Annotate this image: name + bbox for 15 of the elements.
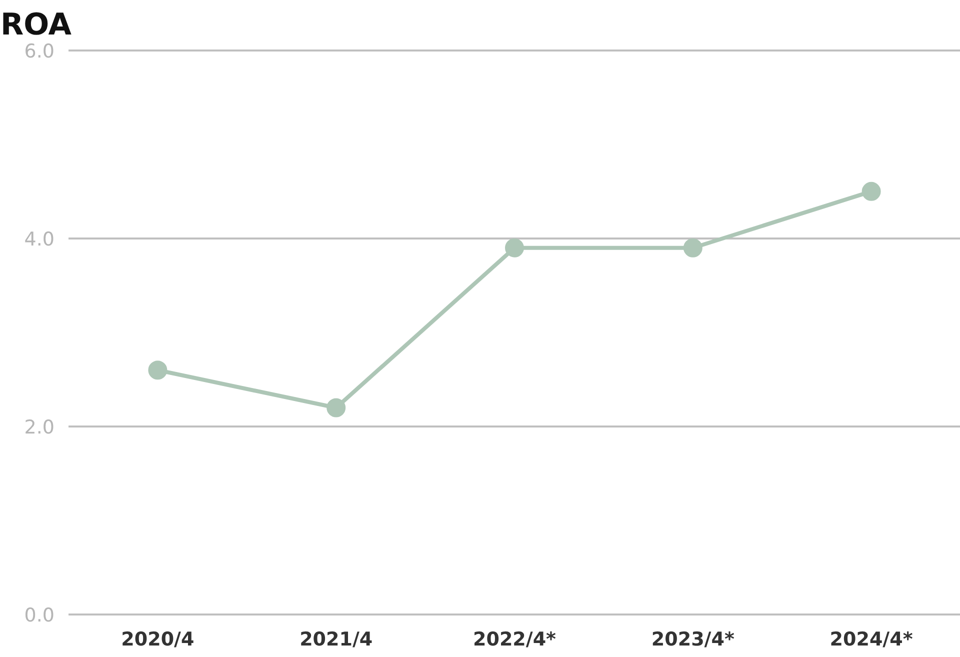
y-tick-label: 4.0 xyxy=(24,228,54,250)
point xyxy=(326,398,346,418)
x-tick-label: 2024/4* xyxy=(830,628,913,650)
point xyxy=(505,238,524,258)
point xyxy=(683,238,702,258)
point xyxy=(148,360,168,380)
chart-title: ROA xyxy=(0,8,72,42)
y-tick-label: 0.0 xyxy=(24,604,54,627)
x-tick-label: 2023/4* xyxy=(651,628,734,650)
y-tick-label: 6.0 xyxy=(24,40,54,62)
x-tick-label: 2020/4 xyxy=(121,628,194,650)
point xyxy=(862,182,881,201)
y-tick-label: 2.0 xyxy=(24,416,54,439)
x-tick-label: 2021/4 xyxy=(300,628,373,650)
x-tick-label: 2022/4* xyxy=(473,628,556,650)
